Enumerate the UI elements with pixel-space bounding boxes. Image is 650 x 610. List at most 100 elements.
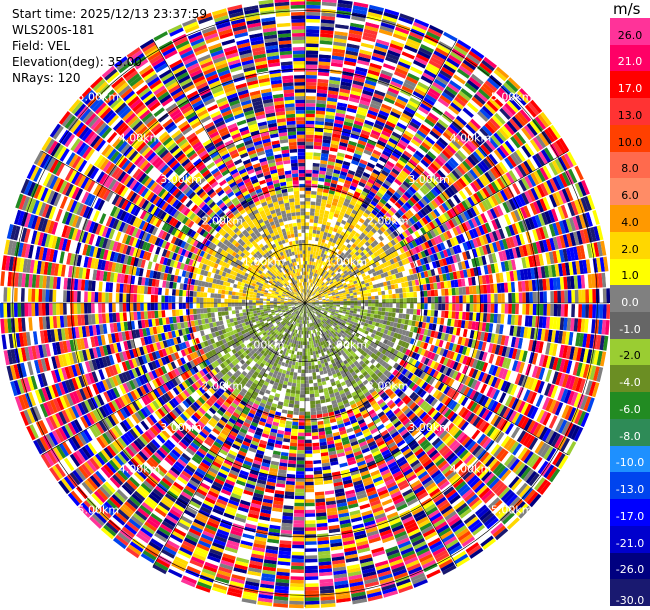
gate [571, 167, 581, 182]
gate [340, 301, 344, 303]
gate [352, 270, 357, 275]
gate [452, 206, 460, 216]
gate [292, 39, 305, 44]
gate [324, 293, 328, 296]
gate [488, 243, 495, 254]
gate [377, 274, 382, 280]
gate [573, 275, 579, 289]
gate [305, 127, 315, 132]
gate [293, 190, 300, 195]
gate [525, 244, 532, 256]
gate [445, 230, 453, 239]
gate [365, 282, 370, 287]
gate [287, 131, 297, 136]
gate [329, 287, 334, 291]
gate [310, 201, 316, 206]
gate [409, 207, 417, 215]
gate [514, 222, 522, 234]
gate [340, 272, 345, 277]
gate [294, 233, 298, 238]
gate [375, 255, 381, 261]
gate [578, 214, 587, 229]
gate [445, 221, 452, 230]
gate [532, 137, 544, 151]
gate [433, 197, 442, 207]
gate [370, 276, 376, 282]
gate [375, 237, 382, 244]
gate [447, 264, 453, 273]
gate [315, 106, 326, 112]
gate [314, 296, 318, 299]
gate [524, 256, 531, 268]
gate [393, 278, 398, 284]
gate [374, 291, 379, 296]
gate [432, 228, 440, 237]
gate [521, 192, 530, 205]
gate [310, 250, 314, 255]
gate [309, 257, 313, 262]
gate [380, 263, 386, 269]
gate [366, 274, 371, 280]
gate [555, 221, 563, 235]
gate [332, 278, 337, 283]
gate [337, 287, 341, 291]
gate [252, 294, 257, 298]
gate [298, 239, 302, 244]
gate [485, 274, 490, 284]
gate [481, 200, 490, 211]
gate [298, 166, 305, 170]
gate [306, 64, 318, 69]
gate [570, 201, 579, 216]
gate [461, 261, 467, 270]
gate [370, 248, 376, 254]
gate [542, 278, 547, 291]
gate [529, 139, 541, 153]
gate [291, 29, 305, 34]
gate [408, 234, 415, 242]
gate [438, 259, 444, 267]
gate [403, 221, 410, 229]
gate [466, 295, 470, 303]
gate [367, 250, 374, 256]
gate [392, 257, 398, 264]
gate [314, 240, 319, 245]
gate [305, 229, 309, 233]
gate [542, 197, 551, 210]
gate [314, 134, 323, 139]
gate [407, 209, 414, 217]
gate [414, 253, 420, 261]
gate [305, 211, 310, 216]
gate [478, 246, 485, 256]
gate [491, 151, 501, 163]
gate [545, 195, 554, 209]
gate [200, 286, 205, 292]
gate [470, 182, 479, 193]
gate [518, 245, 525, 258]
gate [393, 268, 399, 274]
gate [294, 75, 305, 79]
gate [286, 113, 296, 118]
gate [316, 191, 323, 196]
gate [394, 262, 400, 268]
gate [439, 233, 446, 242]
gate [474, 257, 480, 267]
gate [571, 290, 576, 303]
gate [418, 265, 424, 273]
gate [454, 215, 462, 225]
gate [331, 284, 336, 288]
gate [509, 270, 515, 282]
gate [323, 284, 327, 288]
gate [576, 230, 583, 245]
gate [381, 257, 387, 264]
gate [306, 22, 320, 27]
gate [514, 166, 524, 179]
gate [520, 206, 528, 219]
gate [332, 295, 336, 298]
gate [306, 68, 318, 72]
gate [346, 267, 351, 273]
gate [332, 296, 337, 299]
gate [324, 286, 329, 290]
gate [297, 148, 305, 153]
gate [380, 286, 385, 291]
gate [517, 281, 523, 292]
